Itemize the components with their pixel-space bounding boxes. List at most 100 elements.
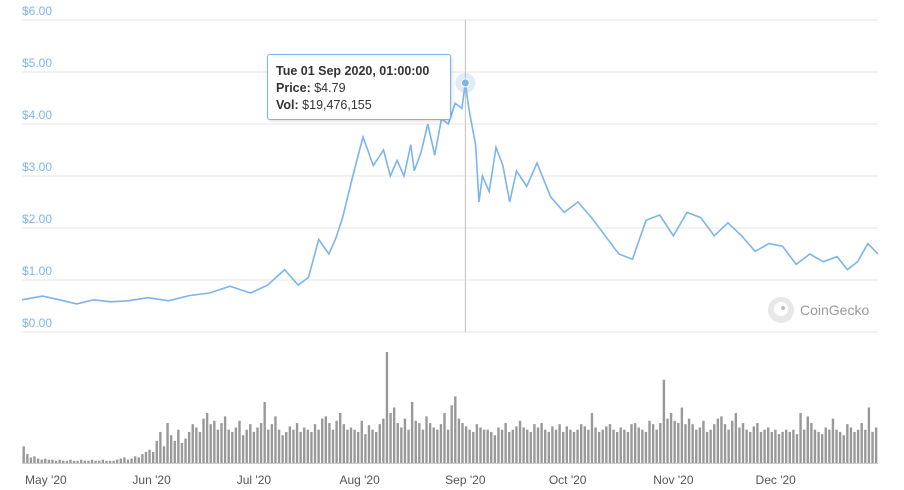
volume-bar bbox=[184, 438, 187, 463]
volume-bar bbox=[54, 460, 58, 463]
volume-bar bbox=[259, 423, 263, 463]
volume-bar bbox=[98, 460, 101, 463]
volume-bar bbox=[838, 431, 842, 463]
volume-bar bbox=[745, 429, 748, 463]
volume-bar bbox=[741, 423, 745, 463]
volume-bar bbox=[594, 427, 597, 463]
volume-bar bbox=[223, 416, 227, 463]
volume-bar bbox=[788, 431, 791, 463]
volume-bar bbox=[288, 426, 292, 463]
x-tick-label: Jul '20 bbox=[237, 473, 272, 487]
volume-bar bbox=[159, 431, 162, 463]
volume-bar bbox=[763, 429, 766, 463]
volume-bar bbox=[342, 424, 345, 463]
volume-bar bbox=[69, 459, 72, 463]
volume-bar bbox=[105, 460, 108, 463]
volume-bar bbox=[166, 423, 169, 463]
x-tick-label: Nov '20 bbox=[653, 473, 694, 487]
volume-bar bbox=[612, 429, 615, 463]
volume-bar bbox=[162, 446, 166, 463]
volume-bar bbox=[576, 429, 579, 463]
watermark: CoinGecko bbox=[768, 296, 869, 324]
volume-bar bbox=[731, 420, 734, 463]
volume-bar bbox=[752, 426, 756, 463]
volume-bar bbox=[461, 423, 464, 463]
volume-bar bbox=[479, 427, 482, 463]
volume-bar bbox=[536, 427, 540, 463]
volume-bar bbox=[245, 429, 248, 463]
volume-bar bbox=[213, 420, 216, 463]
volume-bar bbox=[360, 420, 363, 463]
volume-bar bbox=[457, 418, 461, 463]
volume-bar bbox=[94, 460, 97, 463]
volume-bar bbox=[36, 458, 40, 463]
volume-bar bbox=[734, 413, 738, 463]
volume-bar bbox=[799, 413, 802, 463]
volume-bar bbox=[277, 429, 281, 463]
volume-bar bbox=[824, 427, 827, 463]
volume-bar bbox=[364, 434, 367, 463]
volume-bar bbox=[673, 420, 676, 463]
volume-bar bbox=[303, 427, 306, 463]
volume-bar bbox=[626, 431, 630, 463]
volume-bar bbox=[817, 431, 820, 463]
volume-bar bbox=[540, 423, 543, 463]
volume-bar bbox=[792, 429, 795, 463]
volume-bar bbox=[497, 427, 500, 463]
x-tick-label: Dec '20 bbox=[756, 473, 797, 487]
volume-bar bbox=[295, 423, 299, 463]
volume-bar bbox=[633, 423, 637, 463]
volume-bar bbox=[572, 431, 576, 463]
volume-bar bbox=[44, 458, 47, 463]
volume-bar bbox=[475, 424, 479, 463]
volume-bar bbox=[299, 431, 302, 463]
volume-bar bbox=[47, 459, 51, 463]
volume-bar bbox=[795, 434, 799, 463]
volume-bar bbox=[644, 431, 648, 463]
x-tick-label: Sep '20 bbox=[445, 473, 486, 487]
tooltip-price-label: Price: bbox=[276, 81, 311, 95]
volume-bar bbox=[51, 459, 54, 463]
volume-bar bbox=[356, 431, 360, 463]
volume-bar bbox=[317, 429, 320, 463]
volume-bar bbox=[702, 420, 705, 463]
gecko-logo-icon bbox=[768, 297, 794, 323]
volume-bar bbox=[691, 424, 694, 463]
volume-bar bbox=[716, 418, 720, 463]
tooltip-price-value: $4.79 bbox=[314, 81, 346, 95]
volume-bar bbox=[443, 413, 446, 463]
volume-bar bbox=[749, 431, 752, 463]
volume-bar bbox=[400, 427, 403, 463]
volume-bar bbox=[202, 418, 205, 463]
hover-point[interactable] bbox=[460, 78, 470, 88]
volume-bar bbox=[608, 424, 612, 463]
volume-bar bbox=[281, 435, 284, 463]
volume-bar bbox=[601, 429, 604, 463]
volume-bar bbox=[544, 429, 547, 463]
volume-bar bbox=[80, 459, 83, 463]
tooltip-price-row: Price: $4.79 bbox=[276, 80, 442, 97]
volume-bar bbox=[349, 427, 353, 463]
volume-bar bbox=[590, 413, 594, 463]
volume-bar bbox=[569, 429, 572, 463]
volume-bar bbox=[651, 424, 655, 463]
volume-bar bbox=[331, 429, 335, 463]
volume-bar bbox=[216, 429, 220, 463]
volume-bar bbox=[554, 429, 558, 463]
x-tick-label: Oct '20 bbox=[549, 473, 587, 487]
volume-bar bbox=[770, 431, 773, 463]
volume-bar bbox=[561, 431, 565, 463]
volume-bar bbox=[529, 431, 533, 463]
volume-bar bbox=[241, 435, 245, 463]
volume-bar bbox=[871, 431, 874, 463]
volume-bar bbox=[468, 429, 471, 463]
volume-bar bbox=[238, 420, 241, 463]
y-tick-label: $0.00 bbox=[22, 316, 52, 330]
volume-bar bbox=[547, 431, 551, 463]
volume-bar bbox=[777, 434, 781, 463]
volume-bar bbox=[874, 427, 878, 463]
volume-bar bbox=[403, 418, 407, 463]
volume-bar bbox=[385, 352, 389, 463]
volume-bar bbox=[29, 457, 33, 463]
